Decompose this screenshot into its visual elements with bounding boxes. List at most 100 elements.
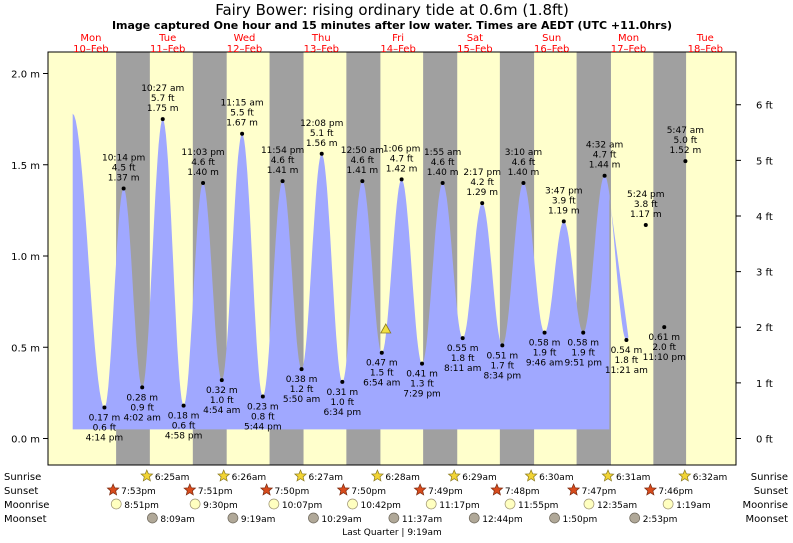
tide-point-low [219,378,224,383]
low-tide-feet: 1.3 ft [410,380,434,390]
day-label-date: 18–Feb [688,44,723,55]
low-tide-metres: 0.31 m [326,388,358,398]
sunrise-icon [447,469,461,482]
current-tide-marker [380,323,392,334]
tide-point-low [500,343,505,348]
high-tide-feet: 5.1 ft [310,129,334,139]
sunrise-time: 6:26am [232,473,267,483]
low-tide-metres: 0.58 m [529,339,561,349]
sunrise-time: 6:30am [539,473,574,483]
moonrise-time: 11:17pm [439,501,479,511]
tide-point-high [683,159,688,164]
high-tide-feet: 3.9 ft [552,196,576,206]
tide-point-low [420,361,425,366]
low-tide-time: 6:34 pm [324,408,362,418]
moonset-row-label-left: Moonset [4,514,47,525]
high-tide-feet: 4.2 ft [470,178,494,188]
tide-point-low [340,379,345,384]
high-tide-time: 1:55 am [424,148,461,158]
day-label-weekday: Thu [311,33,331,44]
high-tide-time: 11:15 am [221,99,264,109]
moon-phase-note: Last Quarter | 9:19am [342,528,442,538]
tide-point-high [440,181,445,185]
high-tide-feet: 4.6 ft [271,156,295,166]
high-tide-feet: 5.7 ft [151,94,175,104]
sunrise-icon [524,469,538,482]
low-tide-feet: 1.2 ft [290,385,314,395]
low-tide-feet: 1.8 ft [451,354,475,364]
day-label-weekday: Fri [392,33,404,44]
moonrise-row-label-left: Moonrise [4,500,49,511]
low-tide-feet: 1.8 ft [615,356,639,366]
low-tide-time: 4:14 pm [86,433,124,443]
moonrise-icon [110,498,122,510]
tide-point-low [299,367,304,372]
high-tide-feet: 4.7 ft [593,151,617,161]
day-label-date: 12–Feb [227,44,262,55]
high-tide-metres: 1.40 m [508,168,540,178]
y-tick-label-m: 2.0 m [11,70,40,81]
tide-point-high [643,222,648,227]
day-label-date: 15–Feb [457,44,492,55]
low-tide-time: 7:29 pm [403,390,441,400]
low-tide-time: 6:54 am [363,379,400,389]
low-tide-feet: 1.9 ft [571,349,595,359]
low-tide-time: 8:11 am [444,364,481,374]
high-tide-metres: 1.67 m [226,119,258,129]
high-tide-time: 2:17 pm [463,168,501,178]
sunrise-time: 6:31am [616,473,651,483]
sunrise-time: 6:25am [155,473,190,483]
tide-point-low [662,325,667,330]
moonset-icon [147,512,158,524]
high-tide-metres: 1.29 m [466,188,498,198]
moonset-time: 10:29am [321,515,361,525]
moonset-time: 9:19am [241,515,276,525]
tide-point-high [561,219,566,224]
y-tick-label-m: 0.0 m [11,435,40,446]
chart-title: Fairy Bower: rising ordinary tide at 0.6… [215,1,569,19]
day-label-weekday: Tue [696,33,714,44]
moonset-icon [468,512,480,524]
day-label-date: 17–Feb [611,44,646,55]
moonrise-time: 9:30pm [203,501,238,511]
tide-point-low [624,337,629,342]
moonset-icon [308,512,319,524]
sunset-icon [567,483,581,496]
sunset-time: 7:51pm [198,487,233,497]
day-label-weekday: Mon [618,33,639,44]
sunset-icon [490,483,504,496]
high-tide-time: 5:24 pm [627,190,665,200]
high-tide-feet: 5.0 ft [674,136,698,146]
sunrise-icon [678,469,692,482]
high-tide-feet: 4.7 ft [390,154,414,164]
moonrise-row-label-right: Moonrise [743,500,788,511]
low-tide-metres: 0.55 m [447,344,479,354]
sunrise-time: 6:29am [462,473,497,483]
moonset-row-label-right: Moonset [746,514,789,525]
sunset-icon [413,483,427,496]
low-tide-metres: 0.51 m [486,351,518,361]
sunset-time: 7:49pm [428,487,463,497]
moonset-time: 1:50pm [563,515,598,525]
low-tide-time: 5:44 pm [244,423,282,433]
y-tick-label-ft: 3 ft [756,268,773,279]
sunset-time: 7:53pm [121,487,156,497]
low-tide-feet: 0.9 ft [130,403,154,413]
sunrise-time: 6:32am [693,473,728,483]
day-label-weekday: Mon [80,33,101,44]
sunset-row-label-right: Sunset [754,486,788,497]
tide-point-high [121,186,126,191]
moonset-icon [629,512,641,524]
y-tick-label-ft: 1 ft [756,379,773,390]
tide-point-high [201,181,206,185]
high-tide-time: 12:08 pm [300,119,343,129]
day-label-weekday: Sun [542,33,561,44]
sunrise-row-label-left: Sunrise [4,472,41,483]
tide-point-high [480,201,485,206]
moonrise-icon [504,498,516,510]
high-tide-time: 3:47 pm [545,186,583,196]
moonset-time: 12:44pm [482,515,522,525]
low-tide-feet: 1.5 ft [370,369,394,379]
